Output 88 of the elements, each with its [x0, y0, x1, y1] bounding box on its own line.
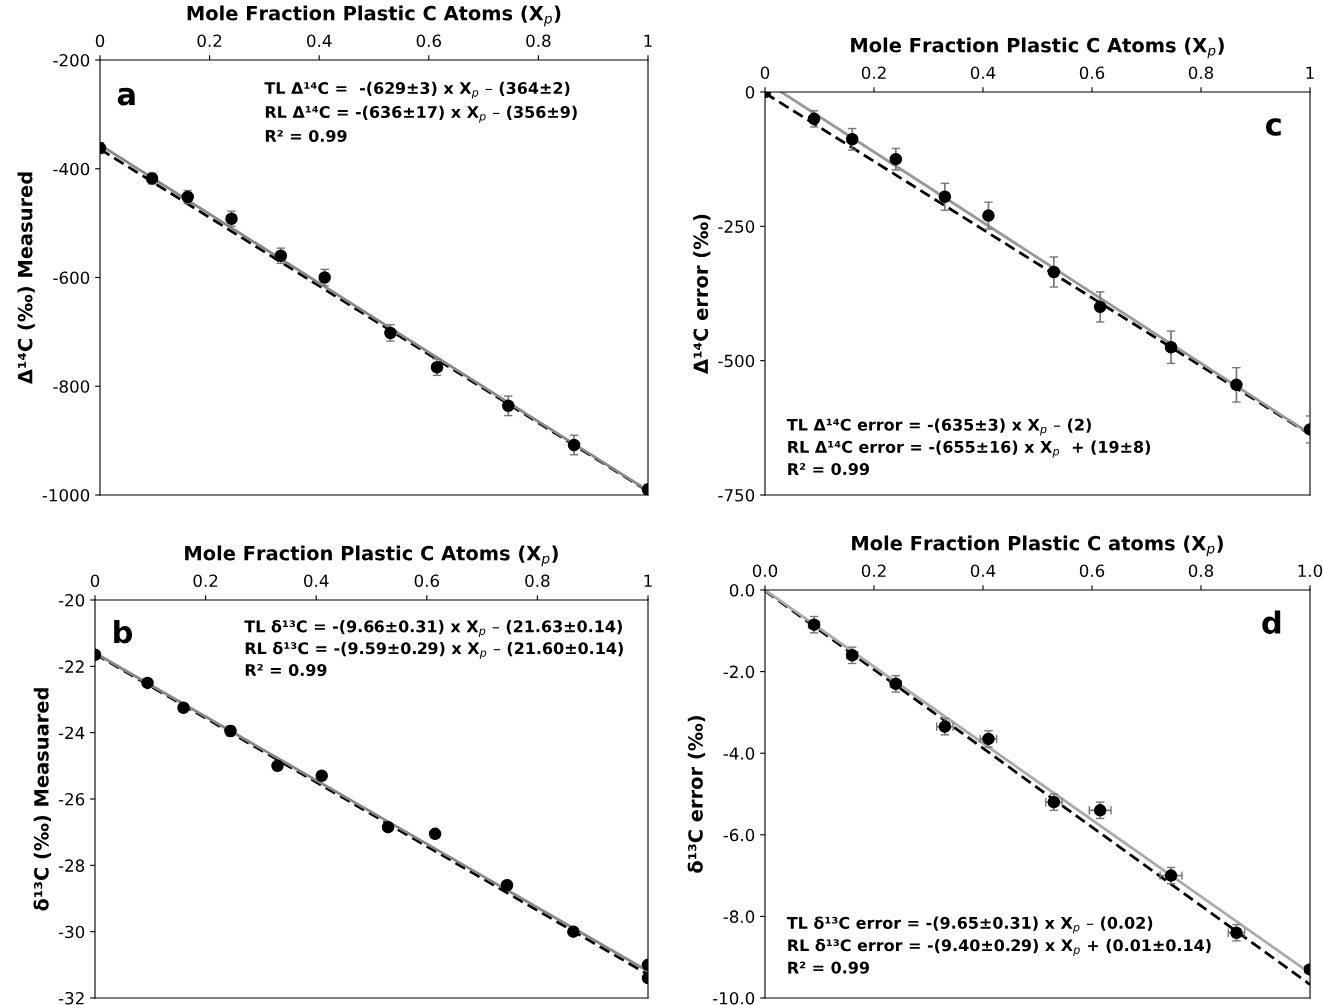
annotation: TL δ¹³C = -(9.66±0.31) x X$_{p}$ – (21.63±0.14): [244, 619, 622, 638]
y-tick-label: -8.0: [723, 910, 755, 923]
y-tick-label: -1000: [42, 488, 90, 502]
x-tick-label: 0.4: [970, 66, 996, 80]
point: [502, 399, 515, 413]
y-axis-title: δ¹³C (‰) Measuared: [33, 688, 52, 911]
point: [982, 209, 995, 222]
x-tick-label: 1: [1306, 66, 1314, 79]
x-tick-label: 0.4: [304, 574, 329, 588]
y-tick-label: -28: [58, 859, 85, 872]
x-tick-label: 0: [760, 66, 770, 80]
x-axis-title: Mole Fraction Plastic C atoms (X$_{p}$): [852, 535, 1223, 557]
y-tick-label: -30: [58, 925, 85, 939]
y-tick-label: 0.0: [729, 583, 755, 597]
x-tick-label: 0.6: [1079, 564, 1105, 578]
annotation: a: [117, 87, 135, 106]
y-tick-label: -4.0: [723, 747, 755, 760]
y-tick-label: -800: [53, 380, 90, 393]
x-tick-label: 0.2: [197, 34, 222, 48]
point: [1164, 340, 1178, 354]
annotation: d: [1262, 610, 1281, 635]
x-tick-label: 1.0: [1298, 564, 1323, 578]
annotation: R² = 0.99: [245, 663, 327, 677]
annotation: R² = 0.99: [265, 129, 347, 142]
annotation: TL δ¹³C error = -(9.65±0.31) x X$_{p}$ – (0.02): [786, 916, 1153, 934]
y-tick-label: -22: [58, 660, 84, 673]
x-tick-label: 0.8: [1188, 564, 1214, 578]
y-tick-label: -24: [58, 726, 85, 739]
point: [567, 438, 581, 452]
y-tick-label: -500: [718, 354, 755, 368]
point: [428, 827, 442, 841]
y-tick-label: -6.0: [723, 828, 755, 842]
x-tick-label: 0.8: [526, 34, 551, 48]
x-tick-label: 0: [90, 574, 100, 588]
point: [500, 878, 514, 892]
point: [141, 676, 154, 690]
x-tick-label: 0.8: [1188, 66, 1214, 80]
x-tick-label: 0.2: [861, 66, 886, 80]
y-tick-label: -750: [718, 488, 755, 502]
text: RL Δ¹⁴C error = -(655±16) x X$_{p}$ + (19±8): [788, 440, 1151, 458]
annotation: R² = 0.99: [788, 961, 869, 974]
y-tick-label: -250: [718, 220, 755, 233]
x-tick-label: 0.8: [525, 574, 550, 588]
x-tick-label: 0.6: [416, 34, 441, 48]
point: [381, 820, 395, 834]
y-tick-label: -400: [53, 162, 90, 176]
y-axis-title: Δ¹⁴C error (‰): [693, 214, 711, 374]
y-tick-label: -600: [53, 271, 90, 285]
annotation: R² = 0.99: [788, 463, 869, 476]
y-axis-title: Δ¹⁴C (‰) Measured: [17, 172, 35, 385]
y-tick-label: -10.0: [712, 991, 755, 1005]
y-tick-label: -200: [53, 53, 90, 67]
annotation: RL δ¹³C = -(9.59±0.29) x X$_{p}$ – (21.60±0.14): [245, 641, 623, 659]
x-axis-title: Mole Fraction Plastic C Atoms (X$_{p}$): [851, 37, 1224, 59]
point: [177, 701, 190, 715]
x-tick-label: 1: [644, 34, 652, 47]
annotation: RL δ¹³C error = -(9.40±0.29) x X$_{p}$ + (0.01±0.14): [788, 938, 1211, 957]
annotation: RL Δ¹⁴C = -(636±17) x X$_{p}$ – (356±9): [265, 105, 577, 123]
x-axis-title: Mole Fraction Plastic C Atoms (X$_{p}$): [187, 5, 561, 27]
x-axis-title: Mole Fraction Plastic C Atoms (X$_{p}$): [185, 545, 558, 567]
point: [315, 769, 328, 783]
x-tick-label: 0.0: [752, 564, 778, 578]
point: [889, 152, 903, 166]
annotation: TL Δ¹⁴C = -(629±3) x X$_{p}$ – (364±2): [264, 81, 570, 99]
point: [567, 925, 580, 938]
x-tick-label: 0: [95, 34, 105, 48]
y-tick-label: -2.0: [723, 665, 755, 679]
y-axis-title: δ¹³C error (‰): [687, 716, 706, 873]
annotation: c: [1265, 118, 1281, 136]
x-tick-label: 0.2: [861, 564, 886, 578]
y-tick-label: 0: [745, 85, 755, 99]
x-tick-label: 0.6: [414, 574, 439, 588]
x-tick-label: 0.6: [1079, 66, 1105, 80]
point: [845, 133, 859, 146]
point: [1093, 300, 1107, 314]
annotation: b: [114, 619, 133, 644]
point: [938, 190, 952, 204]
point: [1047, 265, 1061, 279]
y-tick-label: -20: [58, 593, 85, 607]
point: [1230, 378, 1243, 392]
y-tick-label: -26: [58, 792, 85, 806]
y-tick-label: -32: [58, 991, 84, 1005]
x-tick-label: 0.2: [193, 574, 218, 588]
x-tick-label: 0.4: [307, 34, 332, 48]
point: [271, 759, 284, 773]
x-tick-label: 1: [644, 574, 652, 587]
x-tick-label: 0.4: [970, 564, 996, 578]
annotation: TL Δ¹⁴C error = -(635±3) x X$_{p}$ – (2): [786, 418, 1091, 436]
